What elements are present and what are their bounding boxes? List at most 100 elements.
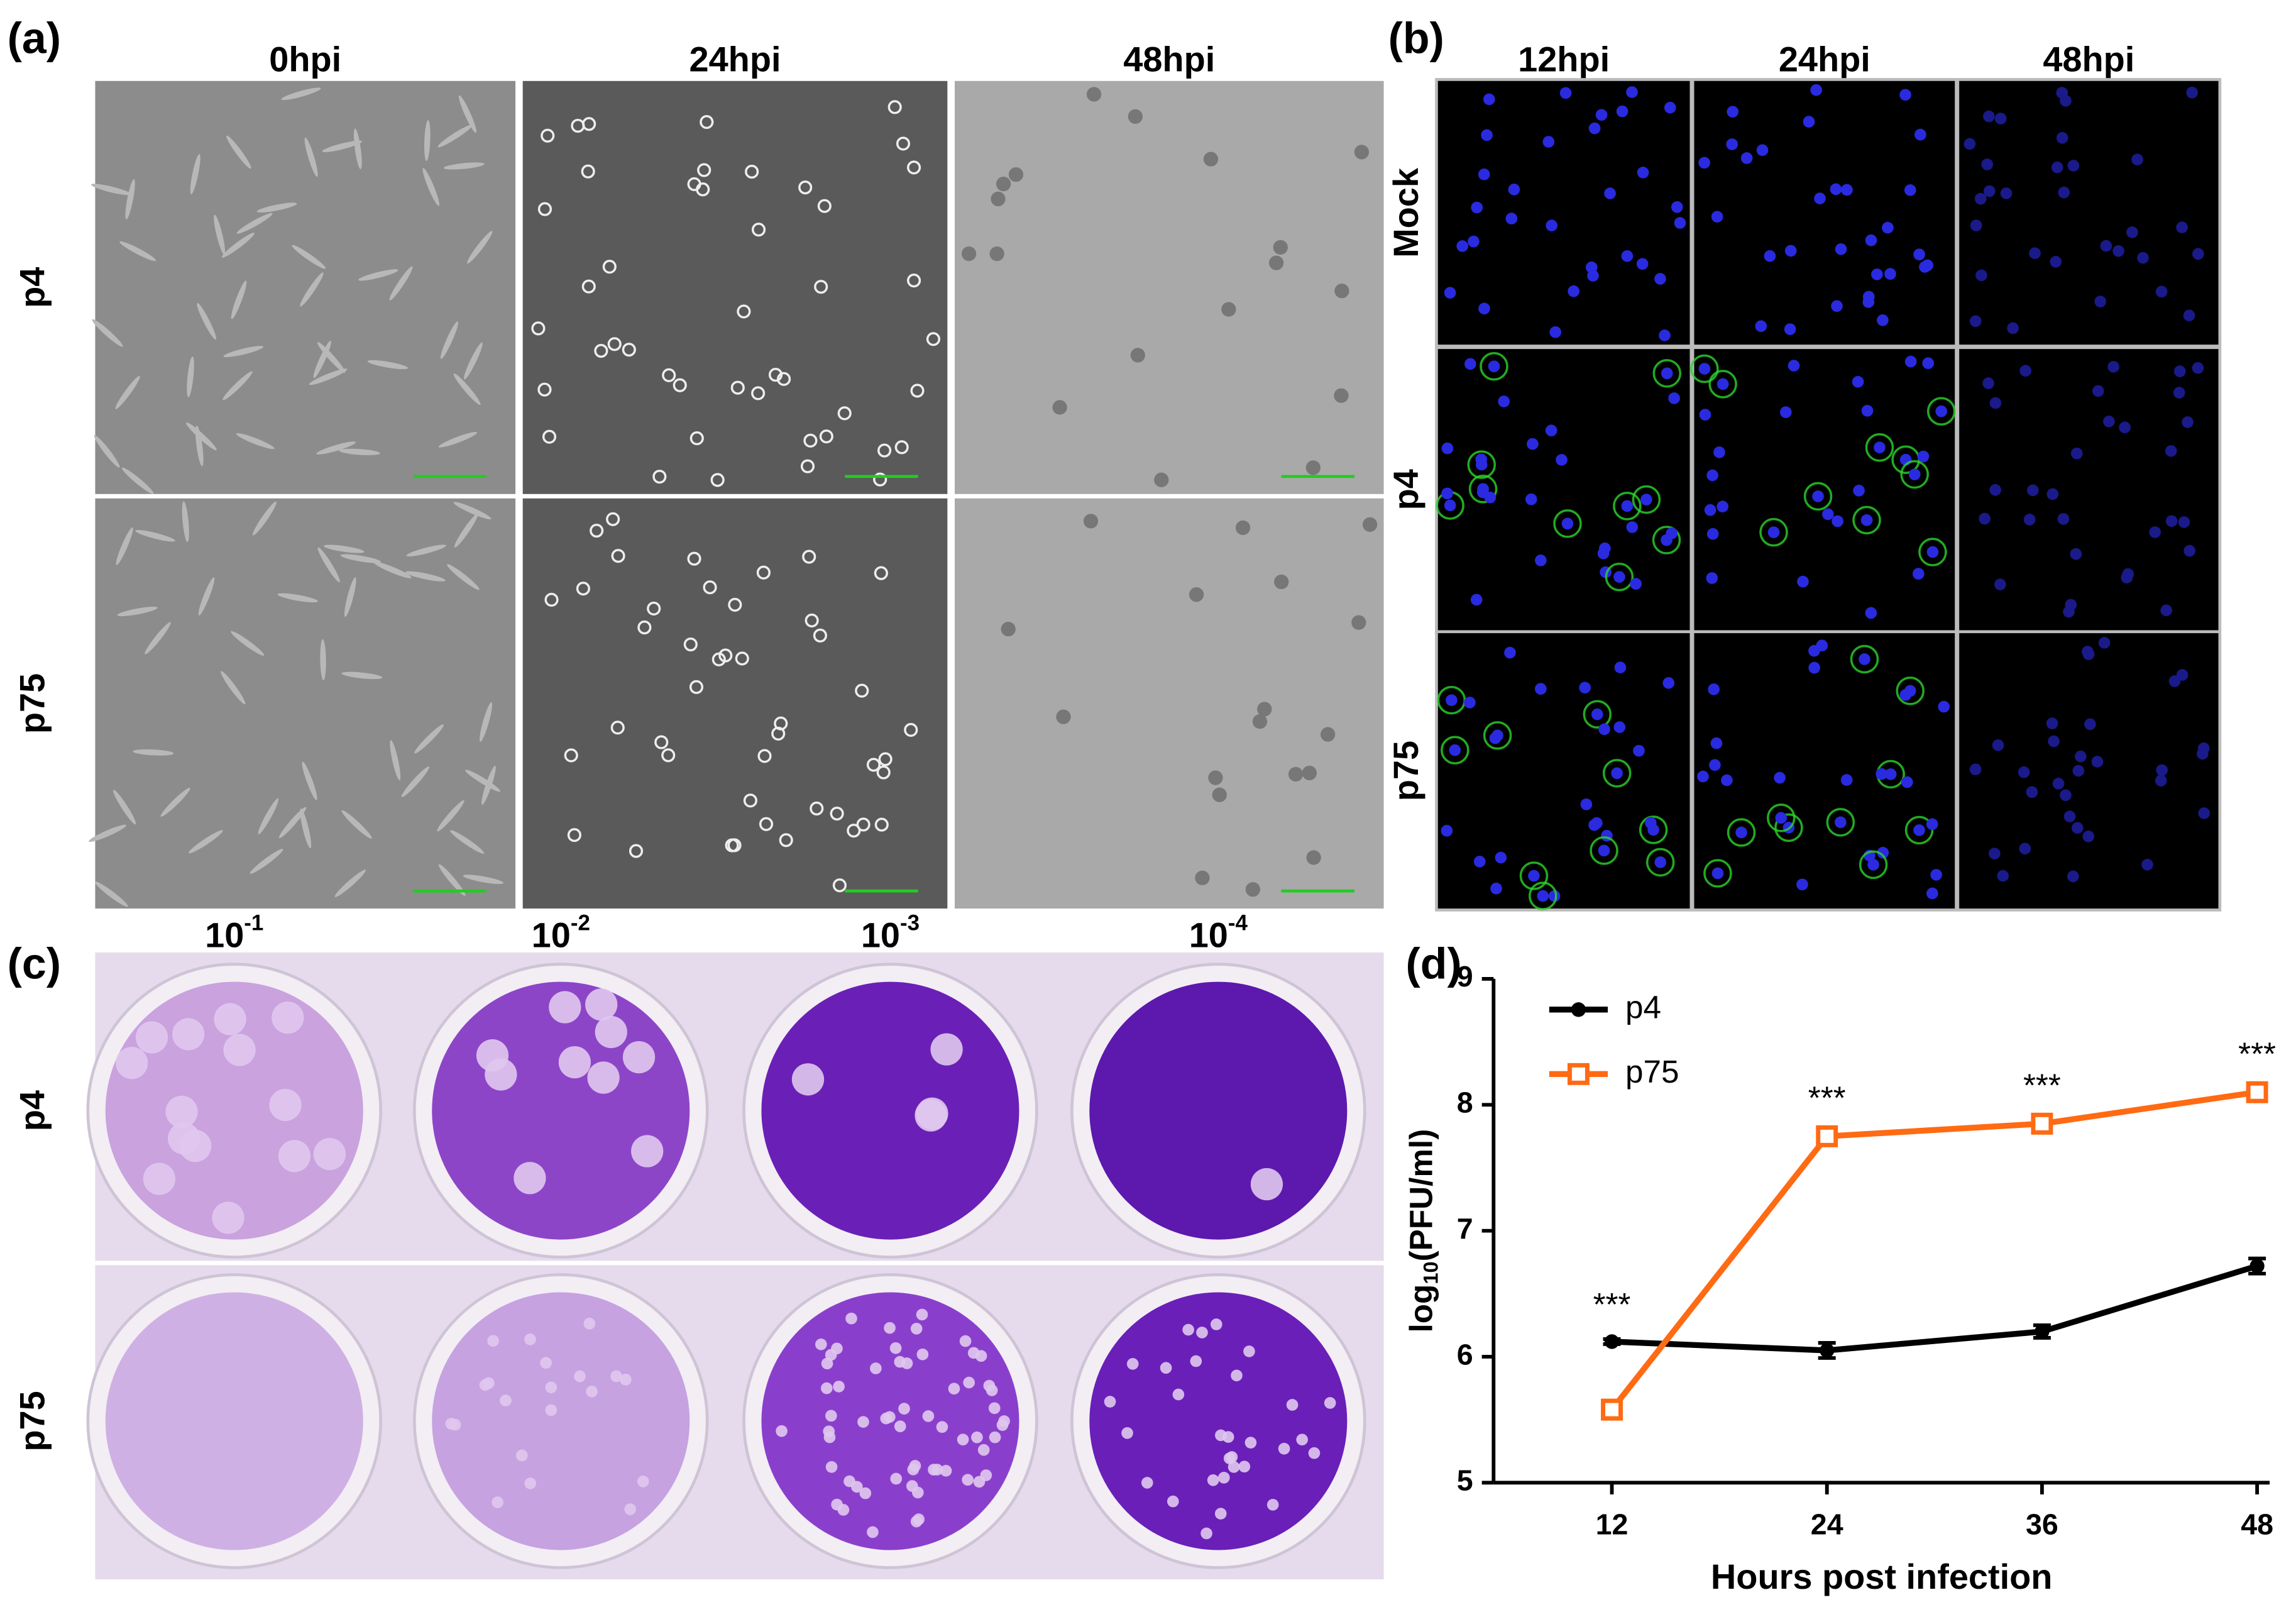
nucleus <box>1636 258 1649 270</box>
nucleus <box>1964 138 1976 150</box>
image-bg <box>1437 633 1690 909</box>
nucleus <box>1535 555 1547 566</box>
y-tick-label: 7 <box>1457 1212 1473 1245</box>
cell <box>907 273 921 288</box>
cell <box>1334 388 1349 403</box>
marker <box>1571 1002 1586 1017</box>
nucleus <box>1545 424 1557 437</box>
nucleus <box>1537 890 1549 902</box>
cell <box>689 680 704 694</box>
image-bg <box>1437 349 1690 631</box>
cell <box>389 266 413 301</box>
cell-membrane <box>1468 475 1498 504</box>
cell <box>353 128 362 170</box>
well <box>412 963 709 1259</box>
cell <box>697 163 711 177</box>
cell <box>989 246 1004 262</box>
plaque <box>957 1433 969 1446</box>
nucleus <box>1668 392 1680 404</box>
nucleus <box>1779 406 1792 418</box>
cell <box>214 214 226 255</box>
cell <box>344 577 356 617</box>
nucleus <box>1877 847 1889 859</box>
plaque <box>967 1347 980 1359</box>
nucleus <box>1470 593 1483 606</box>
plaque <box>1244 1437 1257 1449</box>
dilution-base: 10 <box>532 915 571 954</box>
nucleus <box>2029 247 2041 260</box>
cell <box>189 830 223 854</box>
cell <box>256 202 297 213</box>
plaque <box>890 1472 903 1485</box>
nucleus <box>1979 512 1991 525</box>
image-bg <box>1694 349 1955 631</box>
cell <box>756 565 771 580</box>
cell <box>317 342 346 373</box>
plaque <box>1243 1345 1255 1357</box>
nucleus <box>1835 243 1847 255</box>
cell <box>1362 517 1378 533</box>
cell <box>424 119 431 162</box>
plaque <box>1196 1327 1208 1339</box>
plaque <box>825 1461 838 1473</box>
plaque <box>1160 1362 1172 1374</box>
micrograph <box>89 498 516 909</box>
nucleus <box>1767 526 1780 538</box>
nucleus <box>1591 708 1603 720</box>
plaque <box>586 1385 598 1398</box>
nucleus <box>1441 442 1454 455</box>
nucleus <box>1735 826 1747 839</box>
nucleus <box>1475 458 1488 471</box>
nucleus <box>1585 261 1598 273</box>
marker <box>1816 1125 1838 1147</box>
cell <box>401 766 430 797</box>
nucleus <box>1788 360 1800 372</box>
plaque <box>500 1394 512 1406</box>
micrograph <box>954 80 1384 494</box>
nucleus <box>1975 269 1987 282</box>
marker <box>1820 1343 1835 1358</box>
cell <box>453 502 492 520</box>
dilution-label: 10-1 <box>205 911 263 954</box>
cell <box>92 319 123 347</box>
nucleus <box>1983 110 1995 123</box>
nucleus <box>2192 362 2204 374</box>
cell-membrane <box>1519 861 1549 890</box>
plaque <box>558 1046 591 1079</box>
nucleus <box>1504 646 1516 659</box>
well <box>742 963 1038 1259</box>
plaque <box>116 1047 148 1079</box>
fluorescence-image <box>1959 349 2219 631</box>
nucleus <box>2026 484 2039 497</box>
cell <box>800 459 815 473</box>
cell <box>373 561 412 578</box>
cell <box>606 512 620 526</box>
plaque <box>1190 1355 1202 1367</box>
cell <box>481 766 496 805</box>
cell <box>231 631 265 656</box>
cell <box>182 501 189 543</box>
label: 48hpi <box>2043 39 2134 79</box>
nucleus <box>1491 729 1503 742</box>
nucleus <box>2192 248 2204 260</box>
nucleus <box>2165 444 2177 457</box>
plaque <box>610 1370 622 1383</box>
cell-membrane <box>1850 644 1879 674</box>
nucleus <box>1904 184 1916 196</box>
nucleus <box>1983 185 1996 197</box>
cell <box>904 722 918 737</box>
plaque <box>223 1034 256 1066</box>
label: p4 <box>1386 469 1425 510</box>
plaque <box>825 1349 837 1361</box>
cell <box>450 830 485 854</box>
cell <box>687 551 701 566</box>
image-bg <box>95 498 516 909</box>
cell <box>814 280 828 294</box>
cell <box>581 279 596 294</box>
nucleus <box>1484 492 1497 504</box>
marker <box>1601 1398 1623 1421</box>
marker <box>1604 1334 1620 1349</box>
plaque <box>916 1308 928 1321</box>
label: (a) <box>8 13 61 62</box>
